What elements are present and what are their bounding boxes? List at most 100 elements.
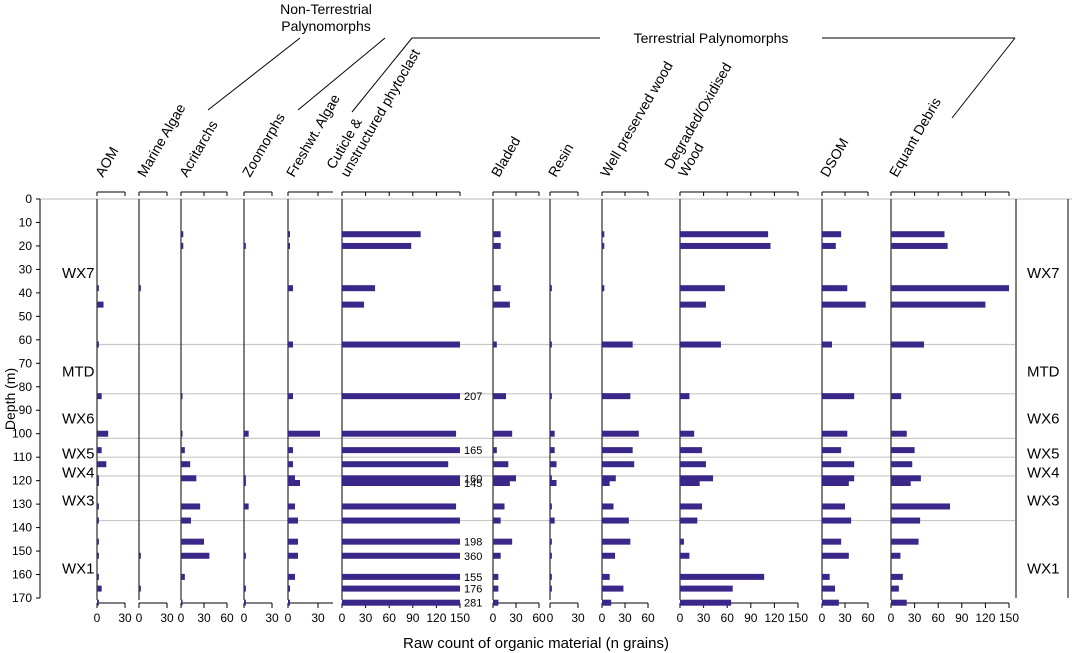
zone-label-left: MTD — [62, 363, 95, 380]
data-bar — [891, 461, 913, 468]
data-bar — [550, 475, 552, 482]
data-bar — [181, 517, 191, 524]
data-bar — [602, 341, 633, 348]
data-bar — [342, 503, 457, 510]
panel-tick-label: 30 — [197, 611, 211, 625]
panel-tick-label: 0 — [677, 611, 684, 625]
data-bar — [493, 552, 501, 559]
data-bar — [97, 341, 99, 348]
panel-tick-label: 30 — [359, 611, 373, 625]
data-bar — [181, 552, 210, 559]
data-bar — [680, 301, 706, 308]
data-bar — [822, 599, 839, 606]
zone-label-left: WX7 — [62, 265, 95, 282]
panel-header: DSOM — [817, 135, 852, 179]
depth-tick-label: 0 — [25, 192, 32, 206]
depth-tick-label: 90 — [19, 403, 33, 417]
data-bar — [891, 479, 911, 486]
data-bar — [822, 475, 855, 482]
nonterrestrial-bracket-right — [297, 37, 386, 111]
panel-tick-label: 150 — [450, 611, 470, 625]
panel-tick-label: 120 — [426, 611, 446, 625]
data-bar — [680, 517, 698, 524]
depth-tick-label: 130 — [12, 497, 32, 511]
data-bar — [181, 573, 185, 580]
depth-tick-label: 50 — [19, 309, 33, 323]
depth-tick-label: 60 — [19, 333, 33, 347]
panel-tick-label: 90 — [744, 611, 758, 625]
data-bar — [342, 231, 421, 238]
data-bar — [891, 242, 948, 249]
data-bar — [493, 475, 516, 482]
data-bar — [680, 430, 695, 437]
data-bar — [97, 538, 99, 545]
data-bar — [550, 393, 552, 400]
depth-tick-label: 120 — [12, 474, 32, 488]
panel-tick-label: 30 — [118, 611, 132, 625]
data-bar — [244, 552, 246, 559]
data-bar — [680, 447, 703, 454]
data-bar — [550, 503, 552, 510]
data-bar — [493, 503, 505, 510]
data-bar — [680, 552, 690, 559]
data-bar — [550, 585, 552, 592]
data-bar — [288, 242, 290, 249]
data-bar — [97, 301, 104, 308]
data-bar — [97, 552, 99, 559]
panel-tick-label: 0 — [285, 611, 292, 625]
data-bar — [288, 503, 295, 510]
data-bar — [342, 393, 460, 400]
data-bar — [493, 573, 499, 580]
data-bar — [97, 447, 102, 454]
data-bar — [891, 573, 903, 580]
panel-tick-label: 90 — [955, 611, 969, 625]
depth-tick-label: 140 — [12, 521, 32, 535]
data-bar — [822, 573, 830, 580]
data-bar — [288, 538, 298, 545]
panel-tick-label: 30 — [697, 611, 711, 625]
panel-header: Acritarchs — [176, 118, 221, 180]
data-bar — [602, 585, 624, 592]
data-bar — [602, 538, 631, 545]
data-bar — [493, 242, 501, 249]
data-bar — [822, 461, 855, 468]
data-bar — [493, 301, 510, 308]
data-bar — [288, 461, 293, 468]
data-bar — [891, 341, 925, 348]
panel-header: Cuticle &unstructured phytoclast — [323, 38, 423, 179]
zone-label-left: WX6 — [62, 410, 95, 427]
data-bar — [181, 538, 204, 545]
data-bar — [97, 503, 99, 510]
data-bar — [822, 503, 845, 510]
data-bar — [493, 430, 513, 437]
data-bar — [181, 393, 183, 400]
zone-label-right: WX4 — [1027, 464, 1060, 481]
data-bar — [342, 552, 460, 559]
panel-tick-label: 0 — [241, 611, 248, 625]
data-bar — [288, 231, 290, 238]
data-bar — [550, 447, 555, 454]
data-bar — [550, 573, 552, 580]
data-bar — [602, 231, 605, 238]
data-bar — [342, 475, 460, 482]
data-bar — [680, 585, 733, 592]
panel-tick-label: 30 — [311, 611, 325, 625]
bar-overflow-label: 360 — [464, 551, 482, 563]
data-bar — [822, 393, 855, 400]
data-bar — [181, 231, 184, 238]
bar-overflow-label: 281 — [464, 598, 482, 610]
data-bar — [181, 475, 197, 482]
panel-tick-label: 0 — [819, 611, 826, 625]
data-bar — [680, 599, 732, 606]
panel-tick-label: 60 — [721, 611, 735, 625]
data-bar — [342, 599, 460, 606]
data-bar — [244, 585, 246, 592]
data-bar — [493, 599, 499, 606]
data-bar — [288, 430, 320, 437]
data-bar — [550, 285, 552, 292]
data-bar — [288, 341, 293, 348]
data-bar — [680, 573, 765, 580]
data-bar — [97, 430, 109, 437]
data-bar — [822, 479, 849, 486]
data-bar — [891, 599, 907, 606]
